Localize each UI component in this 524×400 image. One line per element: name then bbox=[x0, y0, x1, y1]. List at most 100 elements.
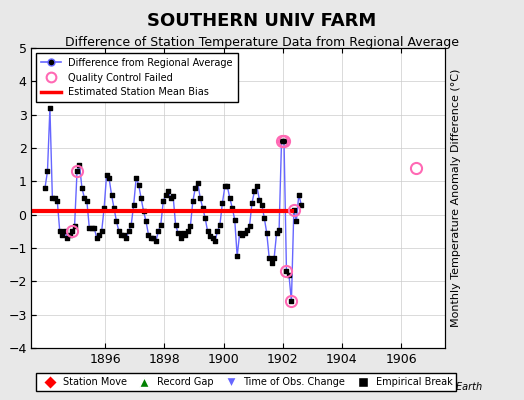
Point bbox=[196, 195, 204, 201]
Point bbox=[129, 202, 138, 208]
Point bbox=[287, 298, 296, 304]
Point bbox=[203, 228, 212, 234]
Point bbox=[80, 195, 89, 201]
Point bbox=[238, 232, 246, 238]
Point bbox=[97, 228, 106, 234]
Point bbox=[297, 202, 305, 208]
Point bbox=[144, 232, 152, 238]
Point bbox=[46, 105, 54, 111]
Point bbox=[88, 225, 96, 231]
Point bbox=[139, 208, 148, 214]
Point bbox=[248, 200, 256, 206]
Point bbox=[112, 218, 121, 224]
Point bbox=[66, 232, 74, 238]
Point bbox=[272, 230, 281, 236]
Point bbox=[41, 185, 49, 191]
Point bbox=[177, 235, 185, 241]
Point bbox=[211, 238, 219, 244]
Point bbox=[228, 205, 236, 211]
Point bbox=[127, 222, 135, 228]
Legend: Difference from Regional Average, Quality Control Failed, Estimated Station Mean: Difference from Regional Average, Qualit… bbox=[36, 53, 238, 102]
Point bbox=[157, 222, 165, 228]
Point bbox=[275, 226, 283, 233]
Point bbox=[135, 182, 143, 188]
Point bbox=[250, 188, 259, 194]
Point bbox=[110, 205, 118, 211]
Point bbox=[201, 215, 210, 221]
Point bbox=[119, 232, 128, 238]
Point bbox=[221, 183, 229, 190]
Point bbox=[73, 168, 81, 174]
Point bbox=[231, 216, 239, 223]
Point bbox=[169, 193, 177, 200]
Point bbox=[53, 198, 61, 204]
Point bbox=[60, 228, 69, 234]
Point bbox=[137, 195, 145, 201]
Point bbox=[102, 172, 111, 178]
Point bbox=[63, 235, 71, 241]
Text: Difference of Station Temperature Data from Regional Average: Difference of Station Temperature Data f… bbox=[65, 36, 459, 49]
Point bbox=[142, 218, 150, 224]
Point bbox=[191, 185, 200, 191]
Point bbox=[270, 255, 278, 261]
Point bbox=[253, 183, 261, 190]
Point bbox=[85, 225, 93, 231]
Point bbox=[267, 260, 276, 266]
Point bbox=[235, 230, 244, 236]
Point bbox=[199, 205, 207, 211]
Point bbox=[100, 205, 108, 211]
Point bbox=[154, 228, 162, 234]
Point bbox=[209, 235, 217, 241]
Point bbox=[290, 206, 298, 213]
Point bbox=[241, 230, 249, 236]
Point bbox=[189, 198, 197, 204]
Point bbox=[78, 185, 86, 191]
Legend: Station Move, Record Gap, Time of Obs. Change, Empirical Break: Station Move, Record Gap, Time of Obs. C… bbox=[36, 373, 456, 391]
Point bbox=[186, 223, 194, 230]
Text: SOUTHERN UNIV FARM: SOUTHERN UNIV FARM bbox=[147, 12, 377, 30]
Point bbox=[277, 138, 286, 144]
Text: Berkeley Earth: Berkeley Earth bbox=[410, 382, 482, 392]
Point bbox=[151, 238, 160, 244]
Point bbox=[243, 226, 251, 233]
Point bbox=[184, 228, 192, 234]
Point bbox=[58, 232, 67, 238]
Point bbox=[255, 196, 264, 203]
Point bbox=[95, 232, 103, 238]
Point bbox=[258, 202, 266, 208]
Point bbox=[122, 235, 130, 241]
Point bbox=[93, 235, 101, 241]
Point bbox=[164, 188, 172, 194]
Point bbox=[245, 223, 254, 230]
Point bbox=[132, 175, 140, 181]
Point bbox=[285, 272, 293, 278]
Point bbox=[48, 195, 57, 201]
Point bbox=[161, 192, 170, 198]
Point bbox=[181, 232, 190, 238]
Point bbox=[90, 225, 99, 231]
Point bbox=[115, 228, 123, 234]
Point bbox=[107, 192, 116, 198]
Point bbox=[263, 230, 271, 236]
Point bbox=[218, 200, 226, 206]
Point bbox=[105, 175, 113, 181]
Point bbox=[179, 230, 187, 236]
Point bbox=[226, 195, 234, 201]
Point bbox=[174, 230, 182, 236]
Point bbox=[83, 198, 91, 204]
Point bbox=[117, 232, 126, 238]
Point bbox=[147, 235, 155, 241]
Point bbox=[56, 228, 64, 234]
Point bbox=[43, 168, 52, 174]
Point bbox=[193, 180, 202, 186]
Point bbox=[125, 228, 133, 234]
Point bbox=[292, 218, 300, 224]
Y-axis label: Monthly Temperature Anomaly Difference (°C): Monthly Temperature Anomaly Difference (… bbox=[451, 69, 461, 327]
Point bbox=[75, 162, 84, 168]
Point bbox=[70, 223, 79, 230]
Point bbox=[282, 268, 291, 274]
Point bbox=[260, 215, 268, 221]
Point bbox=[171, 222, 180, 228]
Point bbox=[265, 255, 274, 261]
Point bbox=[294, 192, 303, 198]
